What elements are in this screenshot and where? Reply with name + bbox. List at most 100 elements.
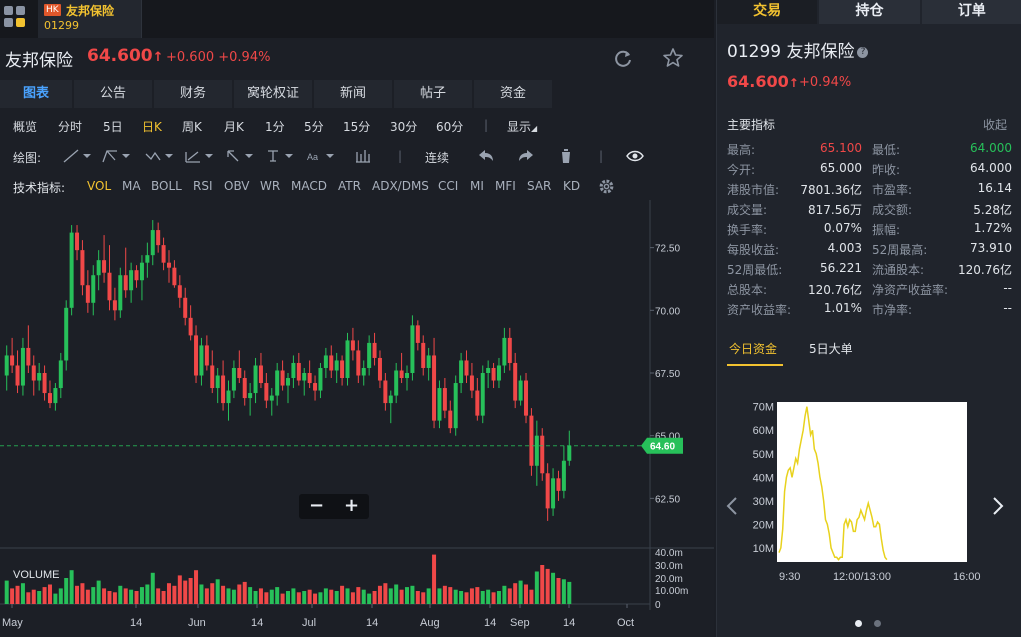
tab-announcements[interactable]: 公告 — [74, 80, 152, 108]
pager-dots — [855, 616, 893, 630]
period-30min[interactable]: 30分 — [390, 120, 418, 134]
candle-body — [204, 345, 209, 366]
period-5min[interactable]: 5分 — [304, 120, 324, 134]
trash-icon[interactable] — [557, 148, 589, 164]
indicator-kd[interactable]: KD — [563, 179, 581, 193]
tab-chart[interactable]: 图表 — [0, 80, 72, 108]
period-60min[interactable]: 60分 — [436, 120, 464, 134]
tab-warrants[interactable]: 窝轮权证 — [234, 80, 312, 108]
indicator-ma[interactable]: MA — [122, 179, 141, 193]
indicator-mfi[interactable]: MFI — [495, 179, 516, 193]
pager-dot[interactable] — [874, 620, 881, 627]
candle-body — [286, 378, 290, 386]
metric-label: 净资产收益率: — [872, 283, 949, 297]
line-tool-icon[interactable] — [62, 148, 94, 164]
settings-gear-icon[interactable] — [598, 178, 615, 195]
tab-positions[interactable]: 持仓 — [819, 0, 920, 24]
collapse-link[interactable]: 收起 — [983, 118, 1008, 132]
tab-fund-flow[interactable]: 资金 — [474, 80, 552, 108]
period-1min[interactable]: 1分 — [265, 120, 285, 134]
volume-bar — [464, 592, 469, 604]
time-tick-label: 14 — [563, 617, 575, 629]
volume-bar — [134, 591, 139, 604]
channel-tool-icon[interactable] — [101, 148, 133, 164]
text-cursor-tool-icon[interactable] — [264, 148, 296, 164]
indicator-vol[interactable]: VOL — [87, 179, 112, 193]
chevron-left-icon[interactable] — [723, 494, 741, 518]
metric-value: 1.01% — [823, 301, 862, 315]
period-15min[interactable]: 15分 — [343, 120, 371, 134]
period-overview[interactable]: 概览 — [13, 120, 38, 134]
display-dropdown[interactable]: 显示◢ — [507, 120, 538, 134]
period-5day[interactable]: 5日 — [103, 120, 123, 134]
indicator-sar[interactable]: SAR — [527, 179, 552, 193]
eye-icon[interactable] — [625, 148, 657, 164]
undo-icon[interactable] — [475, 148, 507, 164]
volume-bar — [280, 593, 285, 604]
volume-bar — [475, 587, 480, 604]
tab-orders[interactable]: 订单 — [921, 0, 1021, 24]
tab-financials[interactable]: 财务 — [154, 80, 232, 108]
volume-bar — [96, 580, 101, 604]
candle-body — [264, 383, 269, 401]
candle-body — [248, 393, 253, 399]
period-intraday[interactable]: 分时 — [58, 120, 83, 134]
tab-today-fund[interactable]: 今日资金 — [729, 342, 778, 356]
bar-pattern-tool-icon[interactable] — [354, 148, 386, 164]
indicator-macd[interactable]: MACD — [291, 179, 327, 193]
candle-body — [329, 355, 334, 371]
kline-chart[interactable]: 72.50 70.00 67.50 65.00 62.50 64.60 VOLUME 40.0… — [0, 200, 714, 637]
stock-name: 友邦保险 — [5, 51, 73, 71]
fibonacci-tool-icon[interactable] — [184, 148, 216, 164]
divider: | — [599, 149, 604, 163]
volume-bar — [334, 591, 339, 604]
help-icon[interactable]: ? — [857, 46, 869, 58]
candle-body — [524, 380, 529, 416]
pager-dot-active[interactable] — [855, 620, 862, 627]
redo-icon[interactable] — [515, 148, 547, 164]
metric-value: 7801.36亿 — [800, 183, 862, 197]
tab-trade[interactable]: 交易 — [717, 0, 818, 24]
candle-body — [150, 230, 155, 256]
period-monthly-k[interactable]: 月K — [224, 120, 244, 134]
stock-tab-aia[interactable]: HK 友邦保险 01299 — [38, 0, 142, 38]
indicator-rsi[interactable]: RSI — [193, 179, 213, 193]
metric-label: 换手率: — [727, 223, 768, 237]
volume-bar — [567, 581, 572, 604]
tab-posts[interactable]: 帖子 — [394, 80, 472, 108]
volume-bar — [399, 589, 404, 604]
indicator-mi[interactable]: MI — [470, 179, 484, 193]
period-weekly-k[interactable]: 周K — [182, 120, 202, 134]
chevron-right-icon[interactable] — [989, 494, 1007, 518]
indicator-atr[interactable]: ATR — [338, 179, 361, 193]
arrow-tool-icon[interactable] — [224, 148, 256, 164]
divider: | — [398, 149, 403, 163]
tab-news[interactable]: 新闻 — [314, 80, 392, 108]
wave-tool-icon[interactable] — [144, 148, 176, 164]
zoom-in-button[interactable]: + — [344, 495, 360, 516]
fund-plot-area — [777, 402, 967, 562]
period-daily-k[interactable]: 日K — [142, 120, 162, 134]
font-size-tool-icon[interactable]: Aa — [305, 148, 337, 164]
volume-bar — [507, 588, 512, 604]
metric-value: 120.76亿 — [808, 283, 862, 297]
continuous-draw-toggle[interactable]: 连续 — [425, 151, 450, 165]
metric-label: 市净率: — [872, 303, 913, 317]
time-tick-label: Jun — [188, 617, 206, 629]
refresh-icon[interactable] — [612, 48, 634, 70]
zoom-out-button[interactable]: − — [309, 495, 325, 516]
indicator-adx-dms[interactable]: ADX/DMS — [372, 179, 429, 193]
indicator-obv[interactable]: OBV — [224, 179, 250, 193]
indicator-wr[interactable]: WR — [260, 179, 281, 193]
indicator-boll[interactable]: BOLL — [151, 179, 182, 193]
tab-5day-large-orders[interactable]: 5日大单 — [809, 342, 853, 356]
app-grid-icon[interactable] — [4, 6, 28, 30]
candle-body — [96, 260, 101, 276]
fund-x-tick-label: 12:00/13:00 — [833, 571, 891, 583]
favorite-star-icon[interactable] — [661, 46, 685, 70]
indicator-cci[interactable]: CCI — [438, 179, 459, 193]
candle-body — [172, 267, 177, 286]
main-tabs: 图表 公告 财务 窝轮权证 新闻 帖子 资金 — [0, 80, 714, 108]
panel-change-pct: +0.94% — [799, 75, 852, 90]
candle-body — [410, 325, 415, 373]
